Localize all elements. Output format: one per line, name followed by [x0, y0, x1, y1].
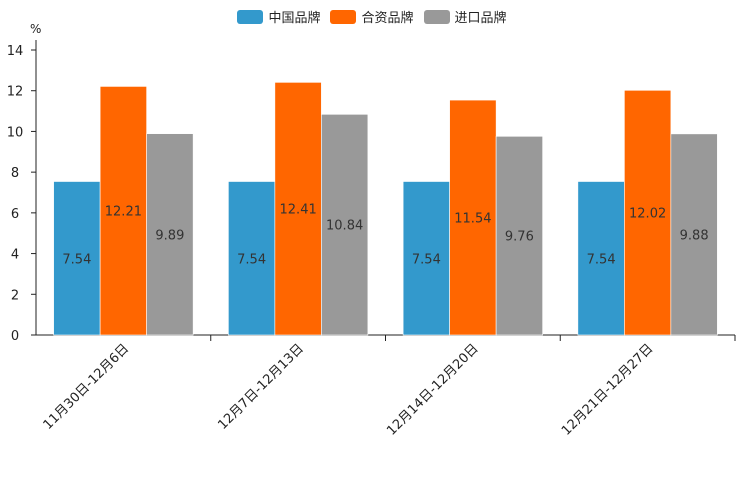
y-tick-label: 14 [7, 44, 24, 59]
bar-0-2 [402, 181, 450, 336]
legend-item-joint-venture[interactable]: 合资品牌 [330, 7, 414, 26]
bar-value-label: 9.89 [155, 228, 184, 243]
bar-value-label: 9.76 [505, 230, 534, 245]
bar-2-0 [146, 133, 194, 336]
legend-item-imported[interactable]: 进口品牌 [423, 7, 507, 26]
legend-swatch-imported [423, 9, 450, 24]
bar-value-label: 7.54 [587, 252, 616, 267]
x-tick-label: 12月7日-12月13日 [215, 341, 307, 433]
x-tick-label: 11月30日-12月6日 [41, 341, 133, 433]
bar-value-label: 7.54 [412, 252, 441, 267]
bar-1-1 [274, 82, 322, 336]
bar-2-3 [670, 133, 718, 336]
legend-label-china: 中国品牌 [268, 11, 321, 26]
y-tick-label: 4 [11, 248, 19, 263]
bar-2-1 [321, 114, 369, 336]
legend-swatch-joint-venture [330, 9, 357, 24]
y-tick-label: 8 [11, 166, 19, 181]
bar-0-0 [53, 181, 101, 336]
y-tick-label: 12 [7, 85, 24, 100]
bar-0-3 [577, 181, 625, 336]
legend-swatch-china [237, 9, 264, 24]
x-tick-label: 12月14日-12月20日 [384, 341, 481, 438]
bar-1-0 [99, 86, 147, 336]
legend: 中国品牌 合资品牌 进口品牌 [0, 7, 744, 26]
bar-value-label: 11.54 [454, 212, 491, 227]
bar-value-label: 12.21 [105, 205, 142, 220]
y-tick-label: 2 [11, 288, 19, 303]
legend-label-imported: 进口品牌 [454, 11, 507, 26]
y-tick-label: 10 [7, 125, 24, 140]
bar-value-label: 7.54 [62, 252, 91, 267]
legend-label-joint-venture: 合资品牌 [361, 11, 414, 26]
bar-value-label: 9.88 [680, 228, 709, 243]
bar-value-label: 10.84 [326, 219, 363, 234]
y-tick-label: 0 [11, 329, 19, 344]
legend-item-china[interactable]: 中国品牌 [237, 7, 320, 26]
bar-value-label: 12.02 [629, 207, 666, 222]
x-tick-label: 12月21日-12月27日 [559, 341, 656, 438]
y-axis-unit: % [30, 22, 42, 36]
bar-value-label: 12.41 [280, 203, 317, 218]
bar-value-label: 7.54 [237, 252, 266, 267]
y-tick-label: 6 [11, 207, 19, 222]
bar-2-2 [495, 136, 543, 336]
